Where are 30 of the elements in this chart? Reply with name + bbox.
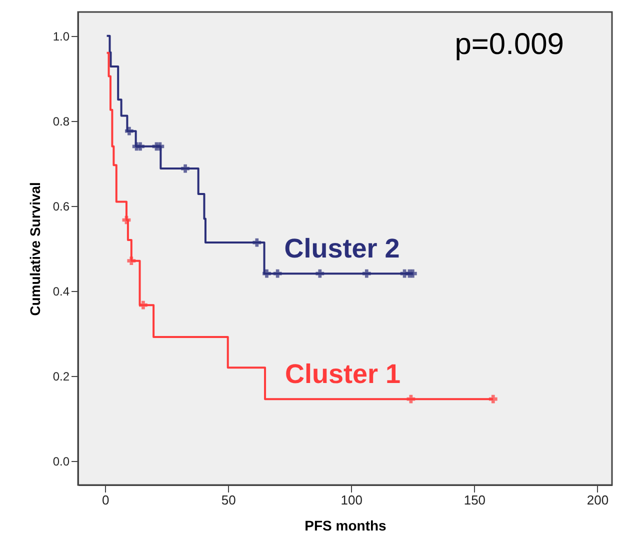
point [408, 269, 417, 278]
x-axis-title: PFS months [304, 518, 387, 534]
point [406, 394, 416, 404]
point [252, 238, 262, 247]
point [139, 300, 148, 310]
x-tick-label: 200 [586, 492, 609, 508]
x-tick-label: 150 [464, 492, 486, 508]
y-axis-title: Cumulative Survival [26, 182, 43, 316]
x-tick-label: 50 [221, 492, 236, 508]
series-label: Cluster 1 [285, 359, 401, 390]
point [127, 256, 136, 266]
point [181, 164, 190, 173]
point [362, 269, 371, 278]
point [273, 269, 282, 278]
y-tick-label: 0.8 [52, 114, 70, 128]
point [262, 269, 271, 278]
annotation: p=0.009 [454, 28, 564, 61]
x-tick-label: 0 [102, 492, 110, 508]
x-tick-label: 100 [340, 492, 363, 508]
point [136, 142, 144, 151]
point [125, 126, 134, 136]
point [316, 269, 324, 278]
y-tick-label: 0.0 [52, 454, 70, 469]
y-tick-label: 1.0 [52, 29, 70, 44]
y-tick-label: 0.6 [52, 199, 70, 214]
series-label: Cluster 2 [284, 234, 400, 264]
point [488, 394, 498, 404]
point [156, 142, 164, 151]
y-tick-label: 0.4 [52, 284, 70, 299]
y-tick-label: 0.2 [52, 370, 70, 384]
